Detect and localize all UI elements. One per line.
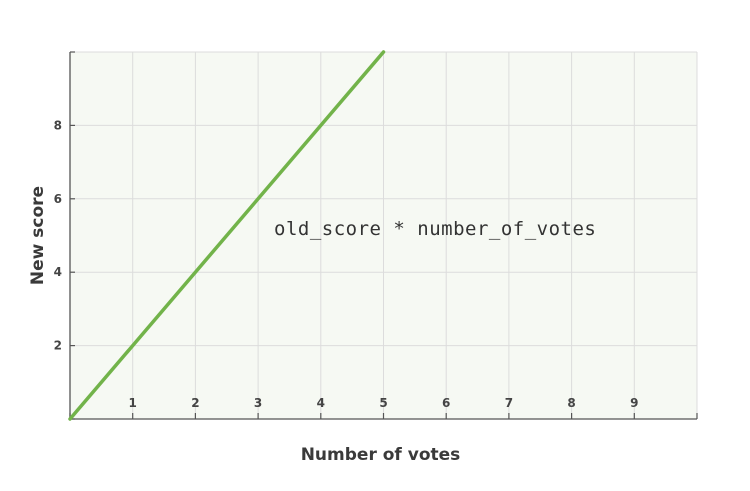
x-tick-label: 8 (567, 396, 575, 410)
y-tick-label: 4 (54, 265, 62, 279)
x-tick-label: 9 (630, 396, 638, 410)
x-tick-label: 1 (129, 396, 137, 410)
x-axis-title: Number of votes (301, 445, 461, 465)
x-tick-label: 7 (505, 396, 513, 410)
axes (69, 51, 698, 420)
x-tick-label: 6 (442, 396, 450, 410)
x-tick-label: 4 (317, 396, 325, 410)
x-tick-label: 5 (379, 396, 387, 410)
series-line-0 (68, 50, 386, 421)
series-layer (68, 50, 386, 421)
y-tick-label: 6 (54, 192, 62, 206)
y-tick-label: 8 (54, 118, 62, 132)
x-tick-label: 3 (254, 396, 262, 410)
y-tick-label: 2 (54, 339, 62, 353)
formula-annotation: old_score * number_of_votes (274, 218, 596, 240)
ticks: 1 2 3 4 5 6 7 8 9 2 4 6 8 (54, 118, 639, 410)
y-axis-title: New score (28, 186, 48, 285)
x-tick-label: 2 (191, 396, 199, 410)
